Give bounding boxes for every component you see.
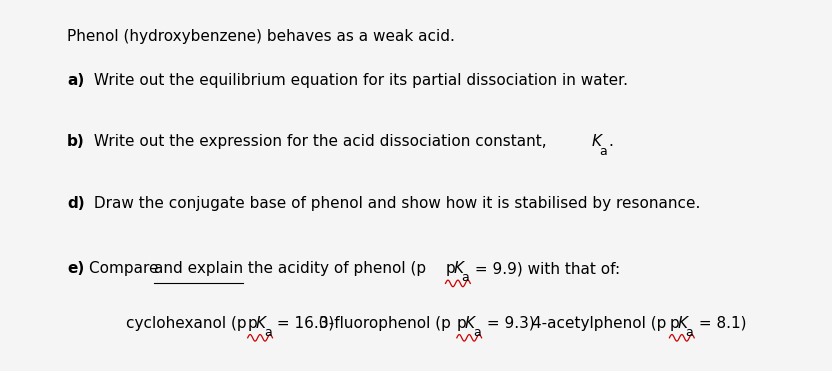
Text: cyclohexanol (p: cyclohexanol (p — [126, 316, 247, 331]
Text: K: K — [465, 316, 475, 331]
Text: 3-fluorophenol (p: 3-fluorophenol (p — [319, 316, 451, 331]
Text: Phenol (hydroxybenzene) behaves as a weak acid.: Phenol (hydroxybenzene) behaves as a wea… — [67, 29, 455, 44]
Text: Write out the expression for the acid dissociation constant,: Write out the expression for the acid di… — [89, 134, 552, 150]
Text: = 9.9) with that of:: = 9.9) with that of: — [470, 262, 621, 276]
Text: p: p — [445, 262, 455, 276]
Text: and explain: and explain — [154, 262, 243, 276]
Text: a: a — [599, 145, 607, 158]
Text: K: K — [453, 262, 463, 276]
Text: b): b) — [67, 134, 85, 150]
Text: 4-acetylphenol (p: 4-acetylphenol (p — [532, 316, 666, 331]
Text: = 8.1): = 8.1) — [694, 316, 747, 331]
Text: p: p — [248, 316, 257, 331]
Text: K: K — [255, 316, 265, 331]
Text: = 9.3): = 9.3) — [482, 316, 534, 331]
Text: = 16.0): = 16.0) — [273, 316, 334, 331]
Text: p: p — [457, 316, 467, 331]
Text: the acidity of phenol (p: the acidity of phenol (p — [243, 262, 426, 276]
Text: d): d) — [67, 196, 85, 211]
Text: a: a — [264, 326, 271, 339]
Text: .: . — [608, 134, 613, 150]
Text: K: K — [677, 316, 687, 331]
Text: e): e) — [67, 262, 84, 276]
Text: a): a) — [67, 73, 84, 88]
Text: Compare: Compare — [89, 262, 164, 276]
Text: a: a — [686, 326, 693, 339]
Text: a: a — [473, 326, 481, 339]
Text: K: K — [592, 134, 602, 150]
Text: p: p — [670, 316, 679, 331]
Text: Draw the conjugate base of phenol and show how it is stabilised by resonance.: Draw the conjugate base of phenol and sh… — [89, 196, 701, 211]
Text: Write out the equilibrium equation for its partial dissociation in water.: Write out the equilibrium equation for i… — [89, 73, 628, 88]
Text: a: a — [462, 272, 469, 285]
